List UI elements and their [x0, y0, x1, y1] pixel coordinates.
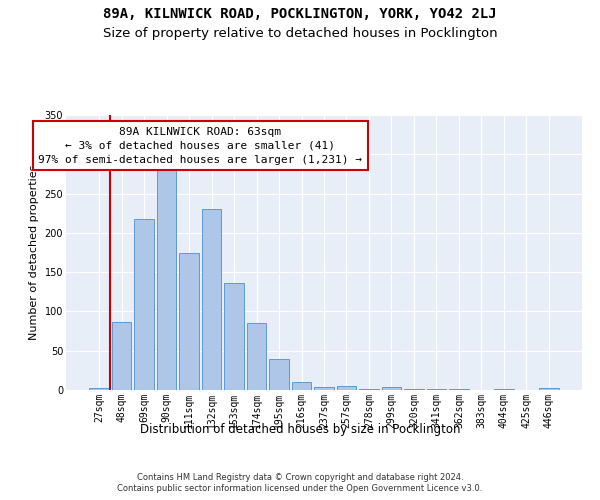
Bar: [202, 210, 221, 390]
Bar: [89, 388, 109, 390]
Bar: [247, 323, 266, 390]
Bar: [292, 382, 311, 390]
Bar: [359, 389, 379, 390]
Bar: [337, 386, 356, 390]
Bar: [494, 389, 514, 390]
Bar: [449, 389, 469, 390]
Bar: [157, 168, 176, 390]
Bar: [179, 252, 199, 390]
Text: Size of property relative to detached houses in Pocklington: Size of property relative to detached ho…: [103, 28, 497, 40]
Bar: [539, 388, 559, 390]
Y-axis label: Number of detached properties: Number of detached properties: [29, 165, 39, 340]
Text: 89A, KILNWICK ROAD, POCKLINGTON, YORK, YO42 2LJ: 89A, KILNWICK ROAD, POCKLINGTON, YORK, Y…: [103, 8, 497, 22]
Bar: [224, 283, 244, 390]
Bar: [112, 322, 131, 390]
Bar: [314, 387, 334, 390]
Bar: [427, 389, 446, 390]
Text: 89A KILNWICK ROAD: 63sqm
← 3% of detached houses are smaller (41)
97% of semi-de: 89A KILNWICK ROAD: 63sqm ← 3% of detache…: [38, 127, 362, 165]
Bar: [382, 387, 401, 390]
Text: Contains public sector information licensed under the Open Government Licence v3: Contains public sector information licen…: [118, 484, 482, 493]
Text: Contains HM Land Registry data © Crown copyright and database right 2024.: Contains HM Land Registry data © Crown c…: [137, 472, 463, 482]
Bar: [134, 218, 154, 390]
Text: Distribution of detached houses by size in Pocklington: Distribution of detached houses by size …: [140, 422, 460, 436]
Bar: [269, 358, 289, 390]
Bar: [404, 389, 424, 390]
